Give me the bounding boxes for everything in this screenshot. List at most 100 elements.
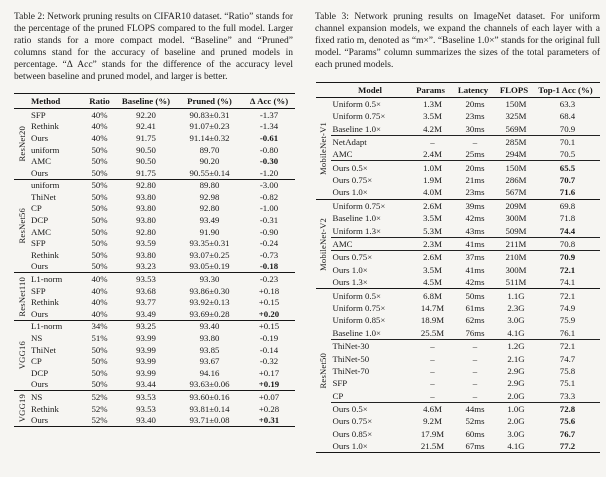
table-cell: +0.15 [258, 321, 280, 332]
row-group-label: VGG19 [14, 391, 29, 426]
table-cell: uniform [31, 144, 60, 155]
row-group-label: ResNet56 [14, 180, 29, 273]
table-cell: -0.73 [259, 249, 279, 260]
table-cell: 70.1 [559, 136, 576, 147]
table-cell: 92.98 [199, 191, 220, 202]
table-cell: Ours 0.85× [332, 428, 373, 439]
table-cell: -1.37 [259, 109, 279, 120]
table-cell: 39ms [465, 200, 485, 211]
row-subgroup: ThiNet-30– –1.2G 72.1 ThiNet-50– –2.1G 74.7 Th… [330, 338, 600, 402]
table-cell: 52% [91, 415, 108, 426]
table-cell: 74.1 [559, 277, 576, 288]
column-header: FLOPS [499, 84, 529, 95]
table-cell: 76ms [465, 327, 485, 338]
table-cell: 211M [505, 239, 527, 250]
table-cell: NS [31, 333, 43, 344]
table-cell: ThiNet [31, 191, 56, 202]
row-subgroup: SFP 40% 92.20 90.83±0.31 -1.37 Rethink 40% 92.4… [29, 109, 295, 179]
table-cell: 23ms [465, 111, 485, 122]
table-cell: 93.59 [136, 238, 156, 249]
table-cell: Rethink [31, 121, 59, 132]
table-cell: 1.9M [423, 175, 442, 186]
table-row: AMC 50% 92.80 91.90 -0.90 [29, 226, 295, 238]
table-cell: 285M [505, 136, 527, 147]
row-group: VGG19 NS 52% 93.53 93.60±0.16 +0.07 Rethink 52%… [14, 390, 295, 426]
table-cell: 76.7 [559, 428, 576, 439]
table-cell: 93.99 [136, 356, 156, 367]
table-cell: Ours [31, 261, 49, 272]
table-cell: 2.0G [507, 390, 525, 401]
table-row: ThiNet-50 – – 2.1G 74.7 [331, 352, 600, 364]
table-cell: 70.9 [559, 252, 576, 263]
table-cell: 93.63±0.06 [189, 379, 230, 390]
table-cell: 2.3G [507, 302, 525, 313]
row-group-label-text: ResNet110 [16, 276, 27, 317]
table-cell: 50ms [465, 290, 485, 301]
table-cell: 41ms [465, 264, 485, 275]
table-cell: 92.41 [136, 121, 156, 132]
table-cell: 40% [91, 274, 108, 285]
table-cell: – [430, 378, 435, 389]
table-row: Ours 0.75× 2.6M 37ms 210M 70.9 [331, 251, 600, 263]
table-row: Ours 50% 93.44 93.63±0.06 +0.19 [29, 379, 295, 391]
table-cell: 42ms [465, 277, 485, 288]
table-cell: – [430, 353, 435, 364]
table-cell: 2.4M [423, 149, 442, 160]
table-row: L1-norm 34% 93.25 93.40 +0.15 [29, 321, 295, 333]
table-cell: 50% [91, 203, 108, 214]
table-cell: SFP [332, 378, 348, 389]
table-cell: Ours [31, 132, 49, 143]
table-2-figure: Table 2: Network pruning results on CIFA… [14, 12, 295, 453]
column-header: Method [31, 96, 61, 107]
table-cell: Baseline 1.0× [332, 123, 381, 134]
table-cell: 52% [91, 391, 108, 402]
table-cell: -0.30 [259, 156, 279, 167]
table-cell: 150M [505, 162, 527, 173]
table-cell: +0.17 [258, 367, 280, 378]
table-cell: 150M [505, 98, 527, 109]
table-cell: 567M [505, 187, 527, 198]
table-cell: 30ms [465, 123, 485, 134]
table-cell: 21.5M [420, 441, 445, 452]
table-cell: 1.0M [423, 162, 442, 173]
table-cell: 91.75 [136, 167, 156, 178]
table-cell: 93.05±0.19 [189, 261, 230, 272]
table-cell: 4.0M [423, 187, 442, 198]
table-cell: 2.0G [507, 416, 525, 427]
row-group-label-text: ResNet56 [16, 208, 27, 244]
table-cell: 50% [91, 379, 108, 390]
table-cell: 23ms [465, 187, 485, 198]
row-subgroup: Uniform 0.5× 1.3M 20ms 150M 63.3 Uniform 0.75… [331, 98, 600, 135]
table-3-caption: Table 3: Network pruning results on Imag… [315, 12, 600, 70]
column-header: Latency [457, 84, 489, 95]
table-cell: -0.80 [259, 144, 279, 155]
row-group-label: ResNet110 [14, 273, 29, 319]
table-row: Ours 1.0× 21.5M 67ms 4.1G 77.2 [331, 440, 600, 452]
table-cell: 14.7M [420, 302, 445, 313]
table-row: Ours 40% 91.75 91.14±0.32 -0.61 [29, 132, 295, 144]
table-cell: 93.68 [136, 285, 156, 296]
table-cell: -0.24 [259, 238, 279, 249]
row-group: ResNet50 Uniform 0.5× 6.8M 50ms 1.1G 72.1 Unif… [315, 288, 600, 452]
table-cell: Uniform 0.5× [332, 98, 381, 109]
table-cell: 3.5M [423, 264, 442, 275]
table-cell: Uniform 0.85× [332, 315, 386, 326]
row-group-label: MobileNet-V2 [316, 200, 331, 289]
table-cell: 93.99 [136, 333, 156, 344]
row-group: ResNet110 L1-norm 40% 93.53 93.30 -0.23 SFP 40%… [14, 272, 295, 319]
table-cell: 50% [91, 191, 108, 202]
table-row: L1-norm 40% 93.53 93.30 -0.23 [29, 273, 295, 285]
table-cell: 2.1G [507, 353, 525, 364]
table-cell: -1.00 [259, 203, 279, 214]
table-cell: 93.99 [136, 367, 156, 378]
row-subgroup: L1-norm 34% 93.25 93.40 +0.15 NS 51% 93.99 93.80… [29, 321, 295, 391]
table-cell: 90.50 [136, 156, 156, 167]
table-cell: NS [31, 391, 43, 402]
table-cell: 3.0G [507, 315, 525, 326]
table-cell: 93.30 [199, 274, 220, 285]
table-cell: 92.20 [136, 109, 156, 120]
table-cell: 50% [91, 215, 108, 226]
table-cell: NetAdapt [332, 136, 367, 147]
table-cell: +0.18 [258, 285, 280, 296]
table-cell: 25ms [465, 149, 485, 160]
